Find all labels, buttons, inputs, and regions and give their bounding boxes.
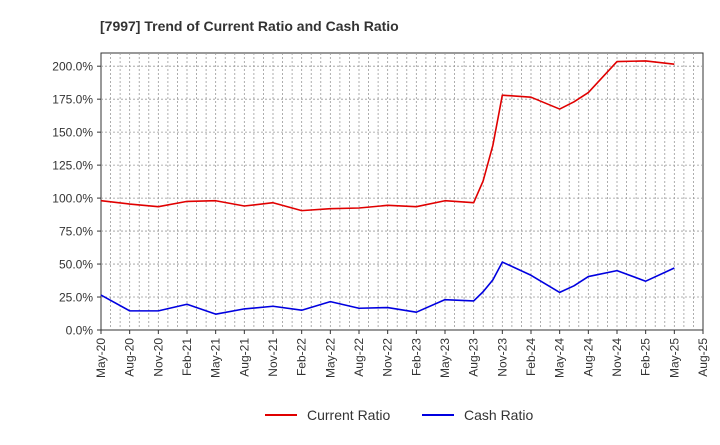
x-tick-label: Nov-20	[151, 338, 165, 377]
x-tick-label: May-23	[438, 338, 452, 378]
y-tick-label: 150.0%	[52, 126, 93, 140]
y-tick-label: 25.0%	[59, 291, 93, 305]
x-tick-label: May-21	[209, 338, 223, 378]
x-tick-label: Feb-25	[639, 338, 653, 376]
y-tick-label: 0.0%	[66, 324, 94, 338]
y-tick-label: 200.0%	[52, 60, 93, 74]
x-tick-label: Nov-23	[495, 338, 509, 377]
x-tick-label: Aug-24	[581, 338, 595, 377]
y-tick-label: 100.0%	[52, 192, 93, 206]
x-tick-label: Nov-24	[610, 338, 624, 377]
x-tick-label: Nov-21	[266, 338, 280, 377]
current-ratio-line	[100, 60, 675, 212]
x-tick-label: Feb-24	[524, 338, 538, 376]
x-tick-label: Aug-21	[237, 338, 251, 377]
plot-area	[100, 52, 704, 331]
x-tick-label: May-24	[553, 338, 567, 378]
y-tick-label: 75.0%	[59, 225, 93, 239]
x-tick-label: May-22	[323, 338, 337, 378]
current-ratio-legend-label: Current Ratio	[307, 407, 390, 423]
cash-ratio-line	[100, 261, 675, 315]
y-tick-label: 50.0%	[59, 258, 93, 272]
legend: Current Ratio Cash Ratio	[265, 407, 533, 423]
x-tick-label: Feb-23	[409, 338, 423, 376]
x-tick-label: Aug-22	[352, 338, 366, 377]
x-tick-label: May-20	[94, 338, 108, 378]
x-tick-label: Aug-20	[123, 338, 137, 377]
y-tick-label: 125.0%	[52, 159, 93, 173]
x-tick-label: Aug-23	[467, 338, 481, 377]
chart-title: [7997] Trend of Current Ratio and Cash R…	[100, 18, 399, 34]
x-tick-label: Feb-21	[180, 338, 194, 376]
x-tick-label: Nov-22	[381, 338, 395, 377]
x-tick-label: May-25	[667, 338, 681, 378]
y-tick-label: 175.0%	[52, 93, 93, 107]
cash-ratio-legend-label: Cash Ratio	[464, 407, 533, 423]
x-tick-label: Feb-22	[295, 338, 309, 376]
x-tick-label: Aug-25	[696, 338, 710, 377]
